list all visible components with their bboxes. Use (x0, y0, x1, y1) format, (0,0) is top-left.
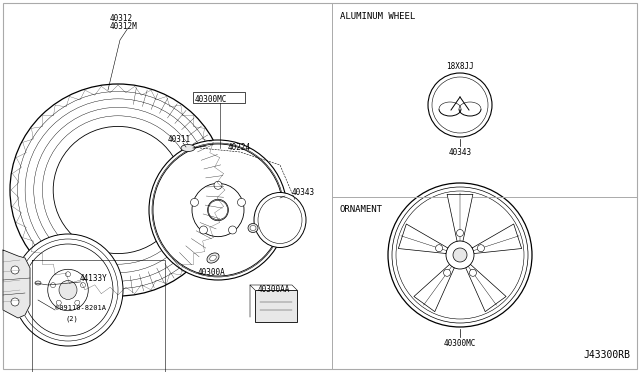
Circle shape (228, 226, 237, 234)
Ellipse shape (250, 225, 256, 231)
Text: 40300MC: 40300MC (195, 95, 227, 104)
Ellipse shape (59, 280, 77, 299)
Text: J43300RB: J43300RB (583, 350, 630, 360)
Circle shape (51, 283, 56, 288)
Ellipse shape (149, 140, 287, 280)
Text: (2): (2) (65, 315, 77, 321)
Ellipse shape (48, 269, 88, 311)
Text: ALUMINUM WHEEL: ALUMINUM WHEEL (340, 12, 415, 21)
Text: 40343: 40343 (292, 188, 315, 197)
Ellipse shape (153, 144, 283, 276)
Circle shape (432, 77, 488, 133)
Circle shape (388, 183, 532, 327)
Circle shape (208, 200, 228, 220)
Ellipse shape (207, 253, 219, 263)
Ellipse shape (23, 244, 113, 336)
Text: 40300MC: 40300MC (444, 339, 476, 348)
Ellipse shape (13, 234, 123, 346)
Polygon shape (466, 264, 506, 312)
Text: 44133Y: 44133Y (80, 274, 108, 283)
Ellipse shape (152, 143, 284, 277)
Polygon shape (3, 250, 30, 318)
Text: 40300AA: 40300AA (258, 285, 291, 294)
Ellipse shape (53, 126, 183, 254)
Circle shape (214, 181, 222, 189)
Circle shape (477, 245, 484, 252)
Ellipse shape (10, 84, 226, 296)
Circle shape (65, 272, 70, 277)
Bar (255, 290, 297, 322)
Circle shape (453, 248, 467, 262)
Polygon shape (447, 194, 473, 241)
Circle shape (56, 300, 61, 305)
Circle shape (428, 73, 492, 137)
Ellipse shape (207, 199, 228, 221)
Ellipse shape (35, 281, 41, 285)
Text: 40300A: 40300A (198, 268, 226, 277)
Circle shape (81, 283, 86, 288)
Ellipse shape (210, 255, 216, 261)
Text: 40312M: 40312M (110, 22, 138, 31)
Ellipse shape (258, 196, 302, 244)
Circle shape (191, 198, 198, 206)
Circle shape (446, 241, 474, 269)
Polygon shape (414, 264, 454, 312)
Circle shape (396, 191, 524, 319)
Circle shape (11, 266, 19, 274)
Text: 40224: 40224 (228, 143, 251, 152)
Circle shape (444, 269, 451, 276)
Circle shape (200, 226, 207, 234)
Ellipse shape (181, 144, 195, 151)
Ellipse shape (18, 239, 118, 341)
Polygon shape (472, 224, 522, 254)
Text: 18X8JJ: 18X8JJ (446, 62, 474, 71)
Circle shape (469, 269, 476, 276)
Bar (193, 92, 245, 103)
Text: ©09110-8201A: ©09110-8201A (55, 305, 106, 311)
Text: ORNAMENT: ORNAMENT (340, 205, 383, 214)
Ellipse shape (192, 183, 244, 237)
Ellipse shape (254, 192, 306, 247)
Circle shape (237, 198, 246, 206)
Circle shape (11, 298, 19, 306)
Text: 40311: 40311 (168, 135, 191, 144)
Text: 40343: 40343 (449, 148, 472, 157)
Circle shape (456, 230, 463, 237)
Ellipse shape (248, 224, 258, 232)
Polygon shape (398, 224, 448, 254)
Text: 40312: 40312 (110, 14, 133, 23)
Circle shape (392, 187, 528, 323)
Circle shape (75, 300, 80, 305)
Circle shape (436, 245, 443, 252)
